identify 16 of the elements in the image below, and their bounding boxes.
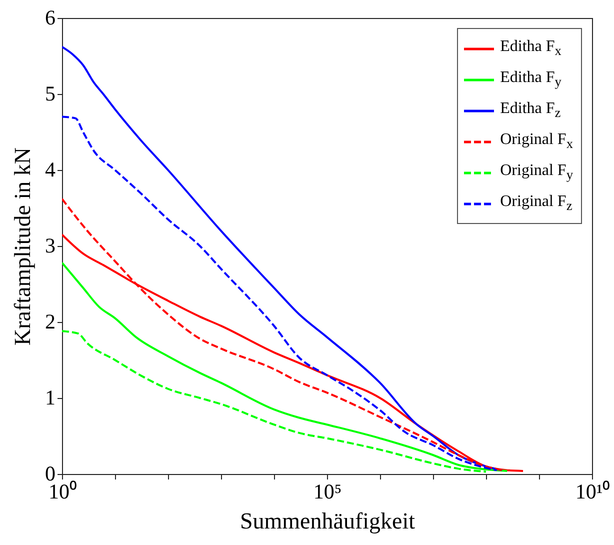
y-tick-label: 2 bbox=[45, 310, 56, 334]
y-tick-label: 4 bbox=[45, 158, 56, 182]
y-axis-title: Kraftamplitude in kN bbox=[10, 147, 35, 346]
legend-label: Editha F$_{x}$ bbox=[500, 38, 562, 60]
legend-label: Original F$_{x}$ bbox=[500, 130, 573, 152]
x-tick-label: 10¹⁰ bbox=[575, 480, 610, 504]
x-axis-title: Summenhäufigkeit bbox=[240, 508, 416, 534]
y-tick-label: 1 bbox=[45, 386, 56, 410]
y-tick-label: 6 bbox=[45, 6, 56, 30]
legend-label: Original F$_{y}$ bbox=[500, 162, 573, 184]
y-tick-label: 3 bbox=[45, 234, 56, 258]
legend-label: Original F$_{z}$ bbox=[500, 192, 572, 214]
legend-label: Editha F$_{y}$ bbox=[500, 68, 562, 90]
x-tick-label: 10⁵ bbox=[313, 480, 342, 504]
y-tick-label: 5 bbox=[45, 82, 56, 106]
legend-label: Editha F$_{z}$ bbox=[500, 100, 561, 122]
